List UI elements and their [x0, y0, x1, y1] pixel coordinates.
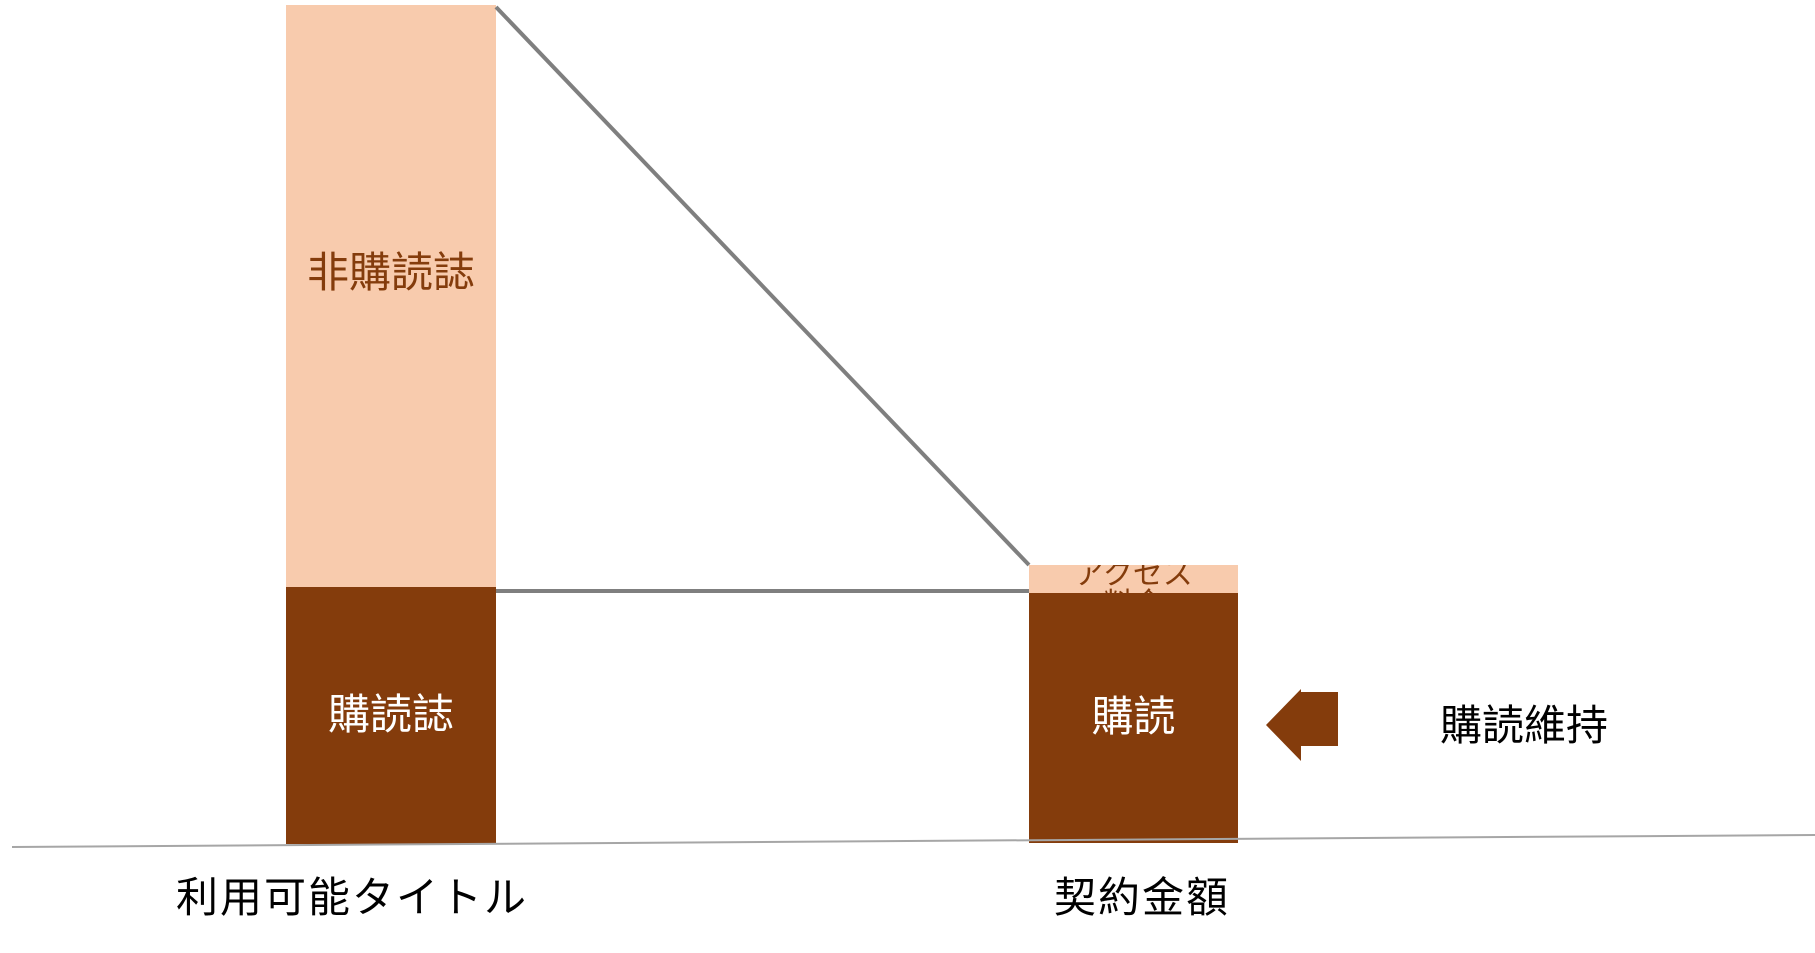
right-bar-upper-label: アクセス料金 — [1074, 565, 1193, 594]
left-bar-upper-segment: 非購読誌 — [286, 5, 496, 588]
retention-label: 購読維持 — [1440, 701, 1609, 750]
right-bar-lower-label: 購読 — [1091, 692, 1176, 741]
top-connector-line — [494, 5, 1031, 567]
left-bar-lower-segment: 購読誌 — [286, 587, 496, 844]
left-bar-upper-label: 非購読誌 — [306, 247, 475, 297]
left-axis-label: 利用可能タイトル — [176, 873, 529, 922]
right-axis-label: 契約金額 — [1054, 873, 1231, 922]
left-bar-lower-label: 購読誌 — [327, 689, 454, 739]
baseline — [11, 834, 1815, 848]
left-arrow-icon — [1266, 689, 1338, 761]
right-bar-upper-segment: アクセス料金 — [1029, 565, 1238, 594]
right-bar-lower-segment: 購読 — [1029, 593, 1238, 843]
